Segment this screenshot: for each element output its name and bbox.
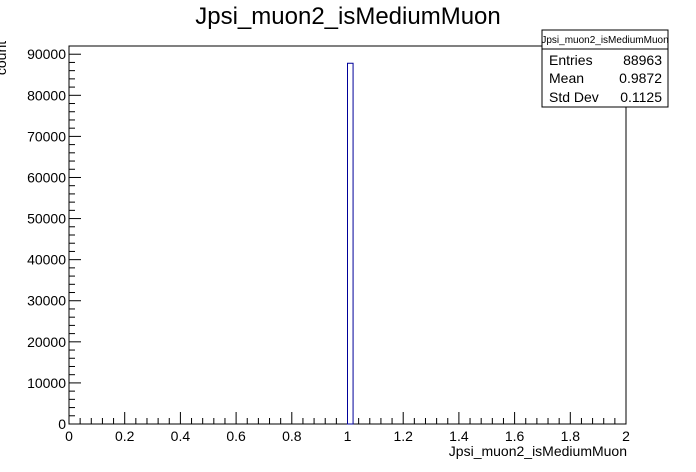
histogram-bin (347, 62, 354, 425)
x-axis-label: Jpsi_muon2_isMediumMuon (449, 443, 627, 459)
x-tick-label: 1.4 (449, 428, 469, 444)
y-tick-label: 90000 (27, 46, 66, 62)
y-tick-label: 70000 (27, 128, 66, 144)
y-axis: 0 10000 20000 30000 40000 50000 60000 70000 8000… (27, 45, 81, 432)
y-tick-label: 50000 (27, 211, 66, 227)
x-tick-label: 1.2 (393, 428, 413, 444)
chart-title: Jpsi_muon2_isMediumMuon (195, 3, 500, 30)
x-tick-label: 0.4 (171, 428, 191, 444)
x-tick-label: 0.8 (282, 428, 302, 444)
x-tick-label: 1.6 (505, 428, 525, 444)
x-tick-label: 1.8 (561, 428, 581, 444)
y-tick-label: 80000 (27, 87, 66, 103)
x-tick-label: 0 (65, 428, 73, 444)
stats-mean-value: 0.9872 (619, 70, 662, 86)
stats-stddev-label: Std Dev (549, 89, 599, 105)
y-axis-label: count (0, 41, 9, 75)
y-tick-label: 60000 (27, 169, 66, 185)
y-tick-label: 20000 (27, 334, 66, 350)
stats-mean-label: Mean (549, 70, 584, 86)
x-tick-label: 0.2 (115, 428, 135, 444)
stats-entries-label: Entries (549, 52, 593, 68)
histogram-bars (347, 62, 354, 425)
stats-box-title: Jpsi_muon2_isMediumMuon (541, 35, 668, 46)
stats-stddev-value: 0.1125 (620, 89, 662, 105)
x-tick-label: 2 (622, 428, 630, 444)
x-tick-label: 0.6 (226, 428, 246, 444)
stats-box: Jpsi_muon2_isMediumMuon Entries 88963 Me… (541, 29, 669, 108)
y-tick-label: 0 (58, 416, 66, 432)
y-tick-label: 10000 (27, 375, 66, 391)
stats-box-frame (541, 29, 669, 108)
y-tick-label: 40000 (27, 252, 66, 268)
x-tick-label: 1 (344, 428, 352, 444)
y-tick-label: 30000 (27, 293, 66, 309)
stats-entries-value: 88963 (623, 52, 662, 68)
x-axis: 0 0.2 0.4 0.6 0.8 1 1.2 1.4 1.6 1.8 2 (65, 412, 630, 444)
